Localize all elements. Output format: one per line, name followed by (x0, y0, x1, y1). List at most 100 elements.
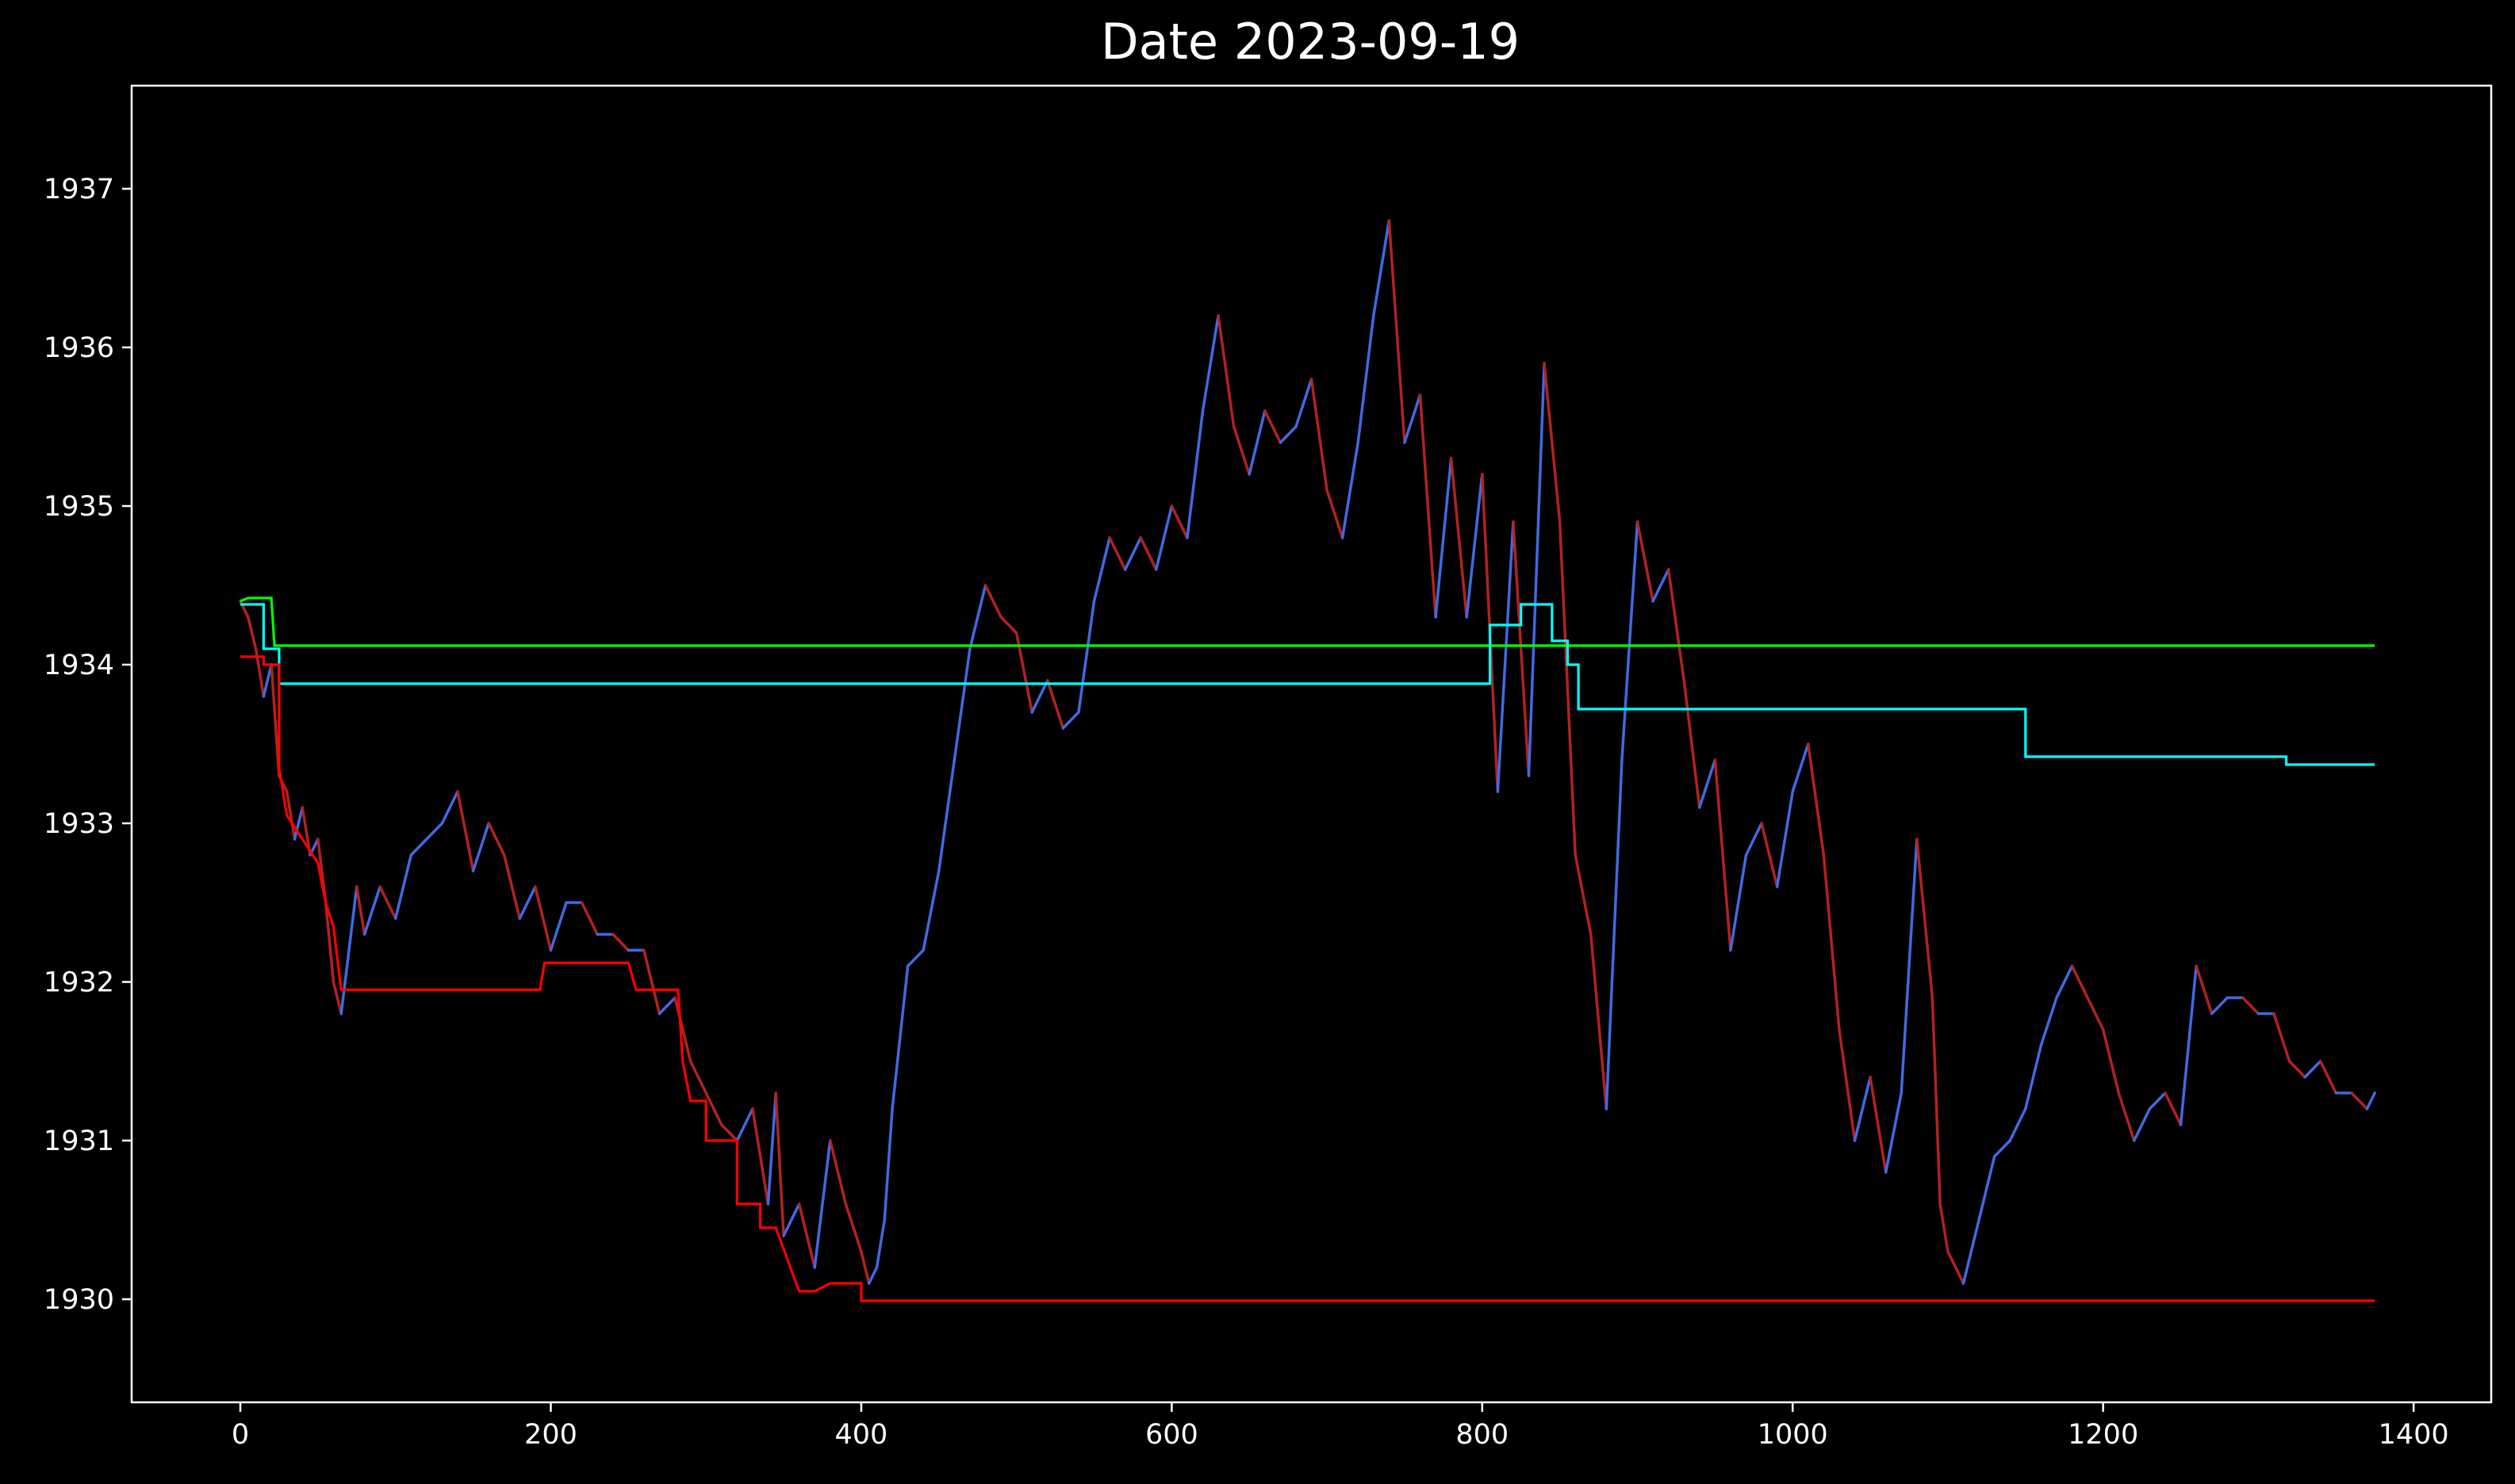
price-segment (580, 901, 599, 936)
price-segment (1604, 758, 1624, 1110)
price-segment (425, 822, 444, 841)
price-segment (270, 663, 281, 777)
price-segment (2365, 1091, 2376, 1110)
price-segment (1434, 457, 1453, 619)
price-segment (922, 869, 941, 952)
price-segment (906, 949, 925, 968)
x-tick-label: 800 (1455, 1419, 1509, 1451)
price-segment (355, 885, 366, 936)
price-segment (1620, 520, 1639, 761)
price-segment (1807, 742, 1826, 857)
price-segment (1186, 409, 1205, 539)
price-segment (1853, 1076, 1872, 1142)
price-segment (1698, 758, 1717, 809)
price-segment (409, 838, 428, 857)
price-segment (2148, 1091, 2167, 1110)
price-segment (875, 1218, 887, 1269)
level-line-3 (240, 655, 2375, 1302)
price-segment (1938, 1202, 1950, 1253)
y-tick-label: 1936 (44, 332, 114, 364)
price-segment (1279, 425, 1298, 444)
price-segment (1760, 822, 1779, 888)
y-tick-label: 1935 (44, 491, 114, 523)
price-segment (1900, 838, 1919, 1095)
price-segment (1574, 853, 1593, 936)
price-segment (1108, 536, 1127, 571)
price-segment (2318, 1060, 2338, 1095)
x-tick-label: 1400 (2379, 1419, 2449, 1451)
price-segment (867, 1266, 879, 1285)
price-segment (456, 790, 475, 872)
plot-area (239, 219, 2376, 1302)
price-segment (378, 885, 397, 920)
price-segment (347, 885, 358, 952)
price-segment (1418, 393, 1437, 619)
price-segment (658, 996, 677, 1015)
price-segment (1340, 441, 1359, 539)
y-tick-label: 1933 (44, 808, 114, 840)
price-segment (2039, 996, 2058, 1047)
price-segment (1387, 219, 1406, 444)
price-segment (1201, 314, 1220, 412)
price-segment (999, 615, 1018, 635)
x-tick-label: 400 (834, 1419, 888, 1451)
price-segment (1744, 822, 1763, 857)
price-segment (1930, 996, 1942, 1206)
price-segment (844, 1202, 863, 1253)
price-segment (2195, 964, 2214, 1015)
price-segment (766, 1091, 778, 1206)
price-segment (673, 996, 692, 1063)
price-segment (2303, 1060, 2322, 1079)
price-segment (332, 980, 343, 1015)
chart-title: Date 2023-09-19 (1101, 13, 1520, 71)
price-segment (1496, 520, 1515, 793)
price-segment (953, 647, 972, 761)
price-segment (2024, 1044, 2043, 1110)
price-segment (1403, 393, 1422, 444)
price-segment (339, 949, 351, 1015)
price-segment (502, 853, 522, 920)
price-segment (1713, 758, 1732, 952)
price-segment (1961, 1218, 1980, 1285)
y-tick-label: 1931 (44, 1125, 114, 1157)
price-segment (883, 1107, 894, 1221)
price-segment (2164, 1091, 2183, 1126)
price-segment (1915, 838, 1934, 999)
price-segment (968, 584, 987, 650)
price-segment (1294, 378, 1313, 428)
price-segment (1651, 568, 1670, 603)
price-segment (2133, 1107, 2152, 1142)
series-group (239, 219, 2376, 1302)
price-segment (1232, 425, 1251, 476)
price-segment (247, 615, 258, 650)
price-segment (2210, 996, 2229, 1015)
price-segment (1729, 853, 1748, 952)
price-segment (1946, 1250, 1965, 1285)
price-segment (983, 584, 1003, 619)
price-segment (2287, 1060, 2306, 1079)
price-segment (262, 663, 273, 698)
y-tick-label: 1937 (44, 174, 114, 205)
price-segment (2101, 1028, 2121, 1095)
price-segment (1077, 600, 1096, 714)
price-segment (1139, 536, 1158, 571)
price-segment (720, 1123, 739, 1142)
x-tick-label: 1000 (1758, 1419, 1828, 1451)
price-segment (293, 806, 305, 841)
price-segment (487, 822, 506, 857)
price-segment (471, 822, 490, 872)
price-segment (1992, 1139, 2012, 1158)
price-segment (1465, 473, 1484, 619)
x-tick-label: 0 (232, 1419, 249, 1451)
price-segment (285, 790, 297, 841)
price-segment (2117, 1091, 2136, 1142)
y-tick-label: 1934 (44, 650, 114, 681)
price-segment (2070, 964, 2089, 999)
price-segment (1512, 520, 1531, 777)
price-segment (642, 949, 661, 1015)
price-segment (534, 885, 553, 952)
y-tick-label: 1930 (44, 1284, 114, 1316)
price-segment (1449, 457, 1468, 619)
price-segment (611, 933, 631, 952)
